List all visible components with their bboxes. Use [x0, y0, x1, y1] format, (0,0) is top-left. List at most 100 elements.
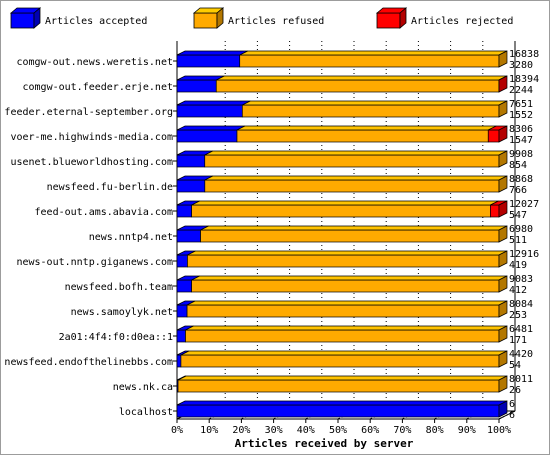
bar-segment-refused — [192, 205, 491, 217]
bar-top-face — [178, 376, 507, 380]
x-tick-label: 90% — [458, 425, 476, 436]
bar-segment-refused — [240, 55, 499, 67]
bar-segment-refused — [205, 155, 499, 167]
total-value-label: 18394 — [509, 74, 539, 85]
x-tick-label: 30% — [265, 425, 283, 436]
bar-segment-rejected — [490, 205, 499, 217]
bar-segment-accepted — [177, 280, 192, 292]
x-tick-label: 50% — [329, 425, 347, 436]
total-value-label: 12916 — [509, 249, 539, 260]
bar-top-face — [242, 101, 507, 105]
accepted-value-label: 54 — [509, 360, 521, 371]
category-label: feed-out.ams.abavia.com — [35, 207, 173, 218]
x-tick-label: 60% — [361, 425, 379, 436]
x-tick-label: 80% — [426, 425, 444, 436]
bar-segment-accepted — [177, 55, 240, 67]
bar-segment-refused — [187, 305, 499, 317]
bar-top-face — [205, 176, 507, 180]
legend-swatch — [194, 13, 217, 28]
legend-label-refused: Articles refused — [228, 16, 324, 27]
bar-top-face — [237, 126, 496, 130]
bar-segment-accepted — [177, 355, 181, 367]
bar-segment-refused — [205, 180, 499, 192]
bar-segment-accepted — [177, 80, 216, 92]
bar-segment-refused — [181, 355, 499, 367]
total-value-label: 6980 — [509, 224, 533, 235]
bar-top-face — [187, 301, 507, 305]
bar-segment-accepted — [177, 230, 201, 242]
x-tick-label: 100% — [487, 425, 511, 436]
bar-segment-refused — [216, 80, 499, 92]
bar-segment-refused — [178, 380, 499, 392]
category-label: news.samoylyk.net — [71, 307, 173, 318]
bar-segment-accepted — [177, 255, 187, 267]
bar-top-face — [192, 201, 499, 205]
bar-segment-accepted — [177, 155, 205, 167]
bar-segment-refused — [237, 130, 488, 142]
total-value-label: 9908 — [509, 149, 533, 160]
bar-top-face — [216, 76, 507, 80]
total-value-label: 6481 — [509, 324, 533, 335]
total-value-label: 12027 — [509, 199, 539, 210]
accepted-value-label: 1547 — [509, 135, 533, 146]
category-label: comgw-out.feeder.erje.net — [22, 82, 173, 93]
bar-segment-accepted — [177, 205, 192, 217]
bar-segment-refused — [185, 330, 499, 342]
category-label: voer-me.highwinds-media.com — [10, 132, 173, 143]
bar-segment-refused — [192, 280, 499, 292]
legend-label-accepted: Articles accepted — [45, 16, 147, 27]
x-tick-label: 40% — [297, 425, 315, 436]
total-value-label: 9083 — [509, 274, 533, 285]
category-label: feeder.eternal-september.org — [4, 107, 173, 118]
bar-segment-refused — [187, 255, 499, 267]
bar-segment-accepted — [177, 305, 187, 317]
total-value-label: 8084 — [509, 299, 533, 310]
category-label: newsfeed.bofh.team — [65, 282, 173, 293]
category-label: newsfeed.endofthelinebbs.com — [4, 357, 173, 368]
total-value-label: 16838 — [509, 49, 539, 60]
bar-top-face — [240, 51, 507, 55]
bar-top-face — [185, 326, 507, 330]
total-value-label: 8011 — [509, 374, 533, 385]
bar-top-face — [177, 401, 507, 405]
bar-segment-accepted — [177, 130, 237, 142]
category-label: comgw-out.news.weretis.net — [16, 57, 173, 68]
category-label: newsfeed.fu-berlin.de — [47, 182, 173, 193]
bar-segment-accepted — [177, 180, 205, 192]
accepted-value-label: 26 — [509, 385, 521, 396]
total-value-label: 8306 — [509, 124, 533, 135]
bar-top-face — [187, 251, 507, 255]
x-tick-label: 70% — [393, 425, 411, 436]
legend-swatch — [11, 13, 34, 28]
x-axis-title: Articles received by server — [235, 437, 414, 450]
bar-top-face — [177, 101, 250, 105]
accepted-value-label: 419 — [509, 260, 527, 271]
accepted-value-label: 253 — [509, 310, 527, 321]
bar-segment-refused — [242, 105, 499, 117]
bar-top-face — [205, 151, 507, 155]
accepted-value-label: 511 — [509, 235, 527, 246]
accepted-value-label: 547 — [509, 210, 527, 221]
total-value-label: 6 — [509, 399, 515, 410]
legend-label-rejected: Articles rejected — [411, 16, 513, 27]
bar-segment-accepted — [177, 105, 242, 117]
accepted-value-label: 1552 — [509, 110, 533, 121]
legend-swatch — [377, 13, 400, 28]
bar-segment-accepted — [177, 330, 185, 342]
accepted-value-label: 3280 — [509, 60, 533, 71]
bar-top-face — [201, 226, 507, 230]
accepted-value-label: 2244 — [509, 85, 533, 96]
bar-top-face — [192, 276, 507, 280]
category-label: news.nk.ca — [113, 382, 173, 393]
category-label: news.nntp4.net — [89, 232, 173, 243]
accepted-value-label: 412 — [509, 285, 527, 296]
bar-top-face — [181, 351, 507, 355]
accepted-value-label: 766 — [509, 185, 527, 196]
total-value-label: 8868 — [509, 174, 533, 185]
category-label: usenet.blueworldhosting.com — [10, 157, 173, 168]
bar-top-face — [177, 126, 245, 130]
bar-top-face — [177, 51, 248, 55]
total-value-label: 7651 — [509, 99, 533, 110]
